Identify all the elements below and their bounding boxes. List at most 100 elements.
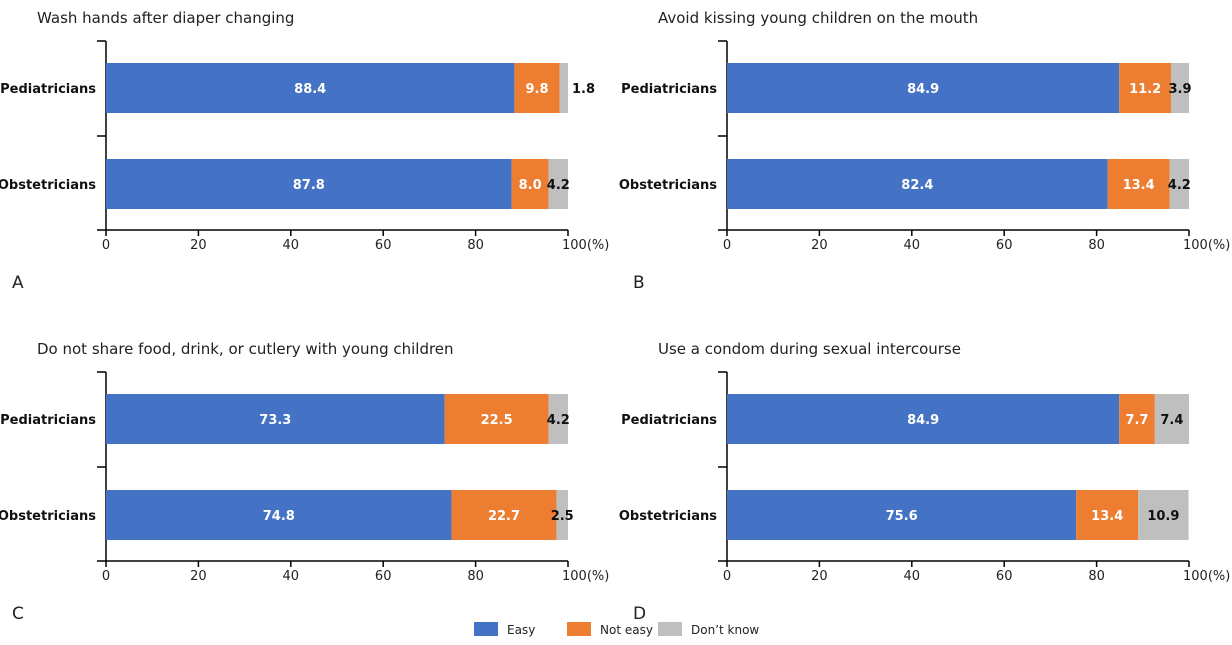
- data-label: 11.2: [1129, 82, 1161, 97]
- x-tick-label: 20: [190, 238, 207, 253]
- legend-swatch: [567, 622, 591, 636]
- category-label: Obstetricians: [0, 509, 96, 524]
- category-label: Obstetricians: [619, 178, 717, 193]
- legend-label: Not easy: [600, 623, 653, 637]
- data-label: 7.4: [1160, 413, 1183, 428]
- data-label: 2.5: [551, 509, 574, 524]
- data-label: 8.0: [519, 178, 542, 193]
- bar-segment-not-easy: [511, 159, 549, 209]
- bar-segment-easy: [727, 159, 1108, 209]
- data-label: 22.7: [488, 509, 520, 524]
- panel-letter: C: [12, 604, 24, 624]
- x-tick-label: 100(%): [1183, 238, 1230, 253]
- bar-segment-not-easy: [1107, 159, 1170, 209]
- panel-title: Avoid kissing young children on the mout…: [658, 9, 978, 27]
- data-label: 75.6: [886, 509, 918, 524]
- bar-segment-easy: [106, 394, 445, 444]
- category-label: Pediatricians: [621, 413, 717, 428]
- category-label: Obstetricians: [619, 509, 717, 524]
- x-tick-label: 40: [283, 569, 300, 584]
- data-label: 22.5: [481, 413, 513, 428]
- bar-segment-don-t-know: [548, 159, 568, 209]
- bar-segment-don-t-know: [1170, 63, 1189, 113]
- data-label: 4.2: [547, 178, 570, 193]
- panel-d: Use a condom during sexual intercourse D 0…: [619, 340, 1230, 624]
- x-tick-label: 20: [190, 569, 207, 584]
- x-tick-label: 100(%): [562, 238, 609, 253]
- bar-segment-not-easy: [514, 63, 560, 113]
- bar-segment-don-t-know: [1169, 159, 1189, 209]
- bar-segment-easy: [106, 490, 452, 540]
- x-tick-label: 80: [467, 569, 484, 584]
- x-tick-label: 0: [723, 238, 731, 253]
- bar-segment-easy: [727, 394, 1120, 444]
- panel-title: Do not share food, drink, or cutlery wit…: [37, 340, 454, 358]
- x-tick-label: 60: [375, 238, 392, 253]
- x-tick-label: 60: [375, 569, 392, 584]
- bar-segment-easy: [106, 63, 515, 113]
- data-label: 4.2: [1168, 178, 1191, 193]
- bar-segment-easy: [727, 63, 1120, 113]
- panel-letter: B: [633, 273, 645, 293]
- data-label: 73.3: [259, 413, 291, 428]
- x-tick-label: 100(%): [562, 569, 609, 584]
- panel-title: Use a condom during sexual intercourse: [658, 340, 961, 358]
- x-tick-label: 80: [1088, 238, 1105, 253]
- legend-label: Easy: [507, 623, 535, 637]
- data-label: 10.9: [1147, 509, 1179, 524]
- x-tick-label: 40: [904, 238, 921, 253]
- data-label: 74.8: [263, 509, 295, 524]
- data-label: 13.4: [1123, 178, 1155, 193]
- legend: Easy Not easy Don’t know: [474, 622, 759, 637]
- x-tick-label: 80: [467, 238, 484, 253]
- data-label: 13.4: [1091, 509, 1123, 524]
- x-tick-label: 0: [102, 569, 110, 584]
- panel-letter: D: [633, 604, 646, 624]
- x-tick-label: 40: [283, 238, 300, 253]
- data-label: 3.9: [1168, 82, 1191, 97]
- data-label: 84.9: [907, 82, 939, 97]
- x-tick-label: 80: [1088, 569, 1105, 584]
- data-label: 82.4: [901, 178, 933, 193]
- data-label: 84.9: [907, 413, 939, 428]
- panel-title: Wash hands after diaper changing: [37, 9, 294, 27]
- category-label: Pediatricians: [0, 82, 96, 97]
- data-label: 88.4: [294, 82, 326, 97]
- bar-segment-don-t-know: [548, 394, 568, 444]
- bar-segment-don-t-know: [1138, 490, 1189, 540]
- category-label: Obstetricians: [0, 178, 96, 193]
- x-tick-label: 0: [102, 238, 110, 253]
- data-label: 7.7: [1126, 413, 1149, 428]
- bar-segment-easy: [727, 490, 1077, 540]
- bar-segment-not-easy: [1076, 490, 1139, 540]
- legend-swatch: [658, 622, 682, 636]
- x-tick-label: 60: [996, 569, 1013, 584]
- bar-segment-not-easy: [1119, 394, 1155, 444]
- panel-a: Wash hands after diaper changing A 0 20 40 60…: [0, 9, 609, 293]
- bar-segment-not-easy: [451, 490, 557, 540]
- data-label: 9.8: [526, 82, 549, 97]
- category-label: Pediatricians: [621, 82, 717, 97]
- bar-segment-not-easy: [444, 394, 549, 444]
- x-tick-label: 40: [904, 569, 921, 584]
- bar-segment-don-t-know: [556, 490, 568, 540]
- data-label: 87.8: [293, 178, 325, 193]
- bar-segment-don-t-know: [559, 63, 568, 113]
- data-label: 4.2: [547, 413, 570, 428]
- x-tick-label: 20: [811, 569, 828, 584]
- legend-label: Don’t know: [691, 623, 759, 637]
- panel-letter: A: [12, 273, 24, 293]
- bar-segment-don-t-know: [1154, 394, 1189, 444]
- category-label: Pediatricians: [0, 413, 96, 428]
- x-tick-label: 20: [811, 238, 828, 253]
- bar-segment-easy: [106, 159, 512, 209]
- panel-b: Avoid kissing young children on the mout…: [619, 9, 1230, 293]
- bar-segment-not-easy: [1119, 63, 1171, 113]
- x-tick-label: 60: [996, 238, 1013, 253]
- panel-c: Do not share food, drink, or cutlery wit…: [0, 340, 609, 624]
- legend-swatch: [474, 622, 498, 636]
- x-tick-label: 0: [723, 569, 731, 584]
- x-tick-label: 100(%): [1183, 569, 1230, 584]
